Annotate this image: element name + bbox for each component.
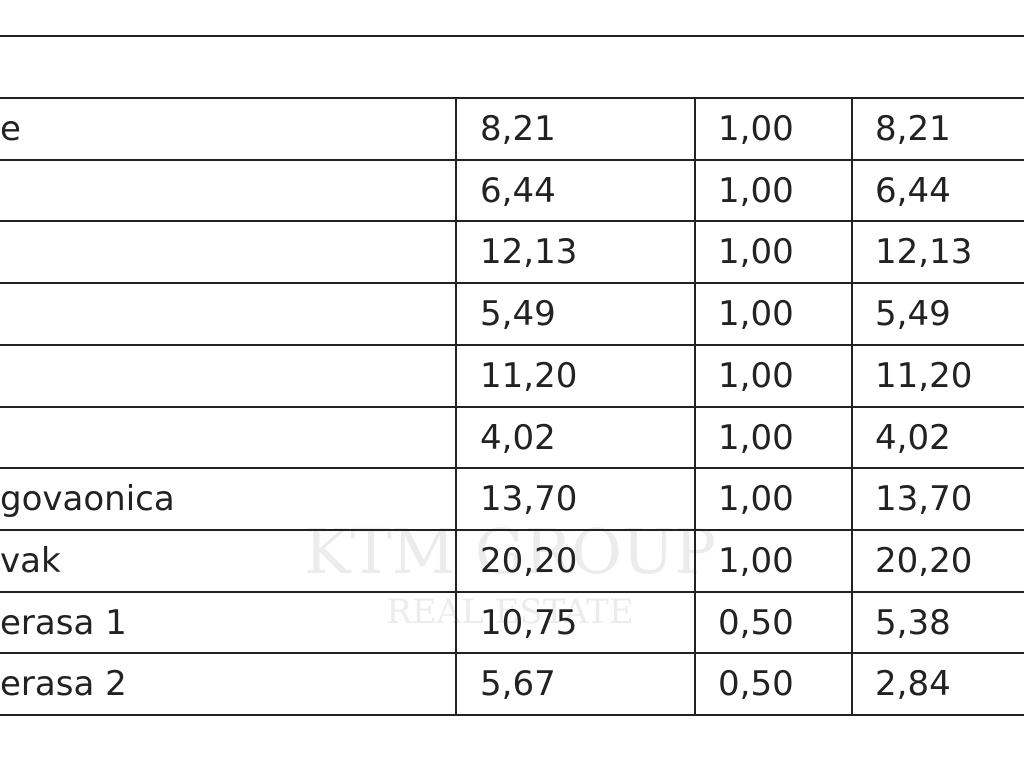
table-cell: 5,49 [480,294,556,335]
row-border [0,405,1024,408]
watermark-subtitle: REAL ESTATE [386,592,634,632]
table-cell: 1,00 [718,540,794,581]
table-cell: 11,20 [480,355,578,396]
table-cell: 11,20 [875,355,973,396]
row-border [0,467,1024,470]
row-border [0,282,1024,285]
table-cell: 6,44 [875,170,951,211]
table-cell: 10,75 [480,602,578,643]
row-border [0,590,1024,593]
table-cell: 5,67 [480,664,556,705]
table-cell: 0,50 [718,664,794,705]
column-border [694,97,696,716]
table-cell: 5,38 [875,602,951,643]
table-cell: 1,00 [718,355,794,396]
table-cell: 1,00 [718,479,794,520]
table-cell: 5,49 [875,294,951,335]
table-cell: 1,00 [718,109,794,149]
table-cell: 4,02 [480,417,556,458]
table-cell: 1,00 [718,417,794,458]
row-border [0,343,1024,346]
table-cell: 8,21 [875,109,951,149]
table-cell: 20,20 [480,540,578,581]
table-cell: 12,13 [875,232,973,273]
table-cell: 12,13 [480,232,578,273]
table-top-border [0,35,1024,37]
table-cell: erasa 2 [0,664,127,705]
row-border [0,97,1024,99]
table-cell: 2,84 [875,664,951,705]
table-cell: 13,70 [875,479,973,520]
table-cell: erasa 1 [0,602,127,643]
table-cell: 1,00 [718,170,794,211]
table-cell: 13,70 [480,479,578,520]
table-cell: 8,21 [480,109,556,149]
column-border [455,97,457,716]
table-cell: 20,20 [875,540,973,581]
table-cell: e [0,109,21,149]
watermark-title: KTM GROUP [304,515,716,588]
row-border [0,652,1024,655]
table-cell: 1,00 [718,232,794,273]
row-border [0,158,1024,161]
row-border [0,220,1024,223]
row-border [0,528,1024,531]
table-cell: 4,02 [875,417,951,458]
table-cell: 0,50 [718,602,794,643]
column-border [851,97,853,716]
row-border [0,714,1024,716]
table-cell: govaonica [0,479,175,520]
table-cell: vak [0,540,61,581]
table-cell: 1,00 [718,294,794,335]
table-cell: 6,44 [480,170,556,211]
